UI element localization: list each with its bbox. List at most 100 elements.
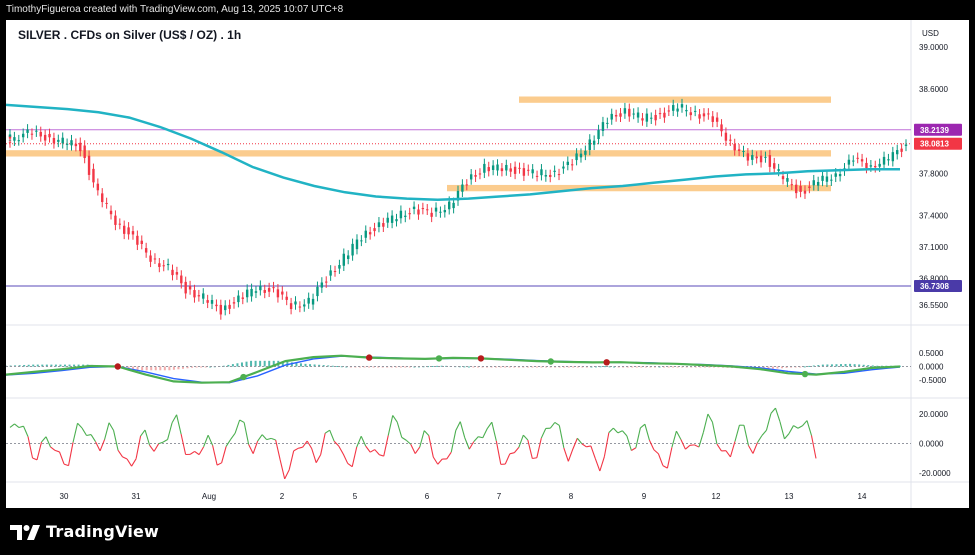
oscillator-segment xyxy=(77,422,83,429)
macd-histogram-bar xyxy=(531,366,534,368)
macd-histogram-bar xyxy=(227,364,230,367)
candle xyxy=(228,304,231,309)
macd-histogram-bar xyxy=(154,366,157,371)
time-axis-label: 6 xyxy=(425,492,430,501)
oscillator-segment xyxy=(324,429,331,434)
oscillator-segment xyxy=(653,449,659,455)
candle xyxy=(707,113,710,115)
candle xyxy=(254,291,258,293)
tradingview-logo[interactable]: TradingView xyxy=(10,522,159,541)
oscillator-segment xyxy=(734,425,740,442)
candle xyxy=(197,295,201,297)
macd-histogram-bar xyxy=(640,366,643,368)
macd-histogram-bar xyxy=(45,364,48,367)
oscillator-segment xyxy=(617,430,623,434)
oscillator-segment xyxy=(248,444,254,454)
macd-histogram-bar xyxy=(767,366,770,370)
candle xyxy=(614,114,618,117)
candle xyxy=(325,281,328,283)
macd-histogram-bar xyxy=(336,365,339,367)
candle xyxy=(188,286,192,290)
macd-histogram-bar xyxy=(644,366,647,368)
macd-histogram-bar xyxy=(263,360,266,367)
macd-histogram-bar xyxy=(259,360,262,367)
macd-histogram-bar xyxy=(322,365,325,367)
oscillator-segment xyxy=(171,414,178,424)
candle xyxy=(540,169,543,176)
oscillator-segment xyxy=(522,434,529,441)
candle xyxy=(456,190,460,201)
oscillator-segment xyxy=(478,436,483,439)
macd-histogram-bar xyxy=(200,366,203,368)
oscillator-segment xyxy=(707,413,713,423)
macd-histogram-bar xyxy=(667,366,670,368)
candle xyxy=(715,117,719,122)
oscillator-segment xyxy=(648,439,655,451)
macd-cross-marker xyxy=(603,359,610,366)
oscillator-segment xyxy=(788,425,794,434)
candle xyxy=(838,174,842,177)
oscillator-segment xyxy=(396,421,403,438)
candle xyxy=(92,168,95,183)
candle xyxy=(628,108,631,117)
chart-canvas[interactable]: 39.000038.600038.200037.800037.400037.10… xyxy=(6,20,969,508)
macd-histogram-bar xyxy=(608,366,611,368)
macd-histogram-bar xyxy=(876,365,879,367)
candle xyxy=(746,153,750,161)
oscillator-segment xyxy=(298,446,303,449)
macd-histogram-bar xyxy=(572,366,575,368)
macd-histogram-bar xyxy=(849,363,852,367)
macd-histogram-bar xyxy=(313,364,316,367)
macd-cross-marker xyxy=(365,354,373,361)
macd-histogram-bar xyxy=(776,366,779,369)
candle xyxy=(737,149,741,151)
candle xyxy=(816,181,820,186)
candle xyxy=(904,144,908,146)
oscillator-segment xyxy=(356,436,362,448)
candle xyxy=(672,105,675,111)
candle xyxy=(592,140,596,145)
candle xyxy=(527,169,530,171)
macd-histogram-bar xyxy=(399,366,402,368)
macd-histogram-bar xyxy=(821,364,824,367)
resistance-zone xyxy=(6,150,831,157)
oscillator-segment xyxy=(527,439,533,459)
candle xyxy=(900,148,903,152)
oscillator-segment xyxy=(32,457,38,461)
macd-histogram-bar xyxy=(368,366,371,368)
macd-histogram-bar xyxy=(281,361,284,367)
macd-histogram-bar xyxy=(372,366,375,368)
oscillator-segment xyxy=(144,429,151,446)
candle xyxy=(17,140,20,142)
macd-histogram-bar xyxy=(63,364,66,367)
oscillator-axis-label: 0.0000 xyxy=(919,440,944,449)
macd-histogram-bar xyxy=(599,366,602,368)
candle xyxy=(368,232,372,235)
oscillator-segment xyxy=(576,437,583,445)
candle xyxy=(632,113,635,115)
macd-histogram-bar xyxy=(132,366,135,370)
oscillator-segment xyxy=(423,430,430,436)
time-axis-label: 12 xyxy=(712,492,721,501)
candle xyxy=(215,304,218,307)
candle xyxy=(171,269,174,276)
candle xyxy=(825,176,829,182)
oscillator-segment xyxy=(27,436,34,459)
candle xyxy=(803,190,807,194)
oscillator-segment xyxy=(590,445,596,459)
macd-histogram-bar xyxy=(676,366,679,368)
macd-histogram-bar xyxy=(404,366,407,368)
macd-histogram-bar xyxy=(331,365,334,367)
macd-histogram-bar xyxy=(181,366,184,369)
oscillator-segment xyxy=(761,429,767,436)
oscillator-segment xyxy=(108,422,115,431)
oscillator-segment xyxy=(419,430,425,448)
candle xyxy=(768,155,772,167)
candle xyxy=(693,110,697,112)
candle xyxy=(373,228,376,232)
time-axis-label: 30 xyxy=(60,492,69,501)
candle xyxy=(443,210,447,213)
candle xyxy=(606,122,609,124)
candle xyxy=(48,133,51,138)
oscillator-segment xyxy=(14,423,20,428)
